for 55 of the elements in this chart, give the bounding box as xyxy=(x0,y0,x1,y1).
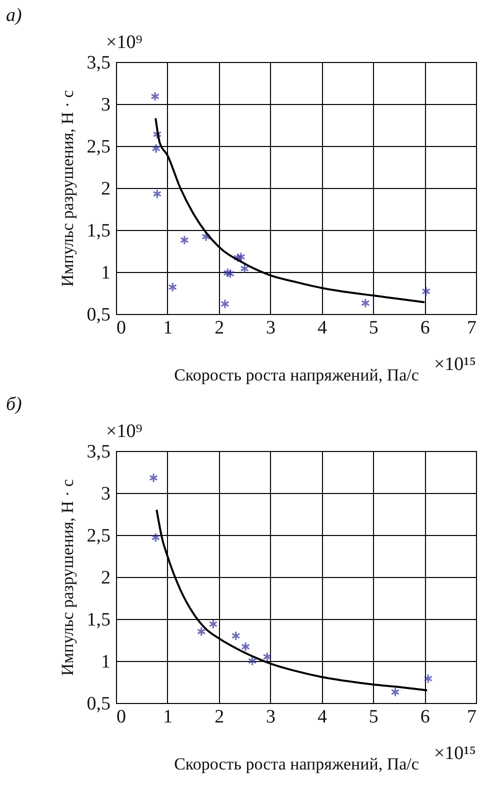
point xyxy=(220,298,230,309)
text: ×10⁹ xyxy=(106,421,143,442)
point xyxy=(236,252,246,262)
x-tick-label: 6 xyxy=(420,318,430,338)
x-tick-label: 4 xyxy=(317,318,328,338)
y-tick-label: 1 xyxy=(101,652,110,672)
point xyxy=(233,252,242,263)
x-tick-label: 1 xyxy=(163,318,173,338)
point xyxy=(180,235,189,246)
y-tick-label: 0,5 xyxy=(86,694,110,714)
point xyxy=(152,144,161,154)
point xyxy=(226,268,235,279)
x-tick-label: 0 xyxy=(116,318,126,338)
y-axis-title: Импульс разрушения, Н · с xyxy=(58,90,77,287)
point xyxy=(152,129,162,140)
y-tick-label: 1 xyxy=(101,262,110,284)
text: ×10¹⁵ xyxy=(434,354,476,375)
chart-title: а) xyxy=(6,5,22,26)
x-tick-label: 5 xyxy=(368,318,378,338)
y-axis-title: Импульс разрушения, Н · с xyxy=(58,478,77,676)
y-tick-label: 2,5 xyxy=(86,526,110,546)
y-tick-label: 2 xyxy=(101,178,110,200)
x-tick-label: 3 xyxy=(266,706,276,728)
x-tick-label: 3 xyxy=(266,318,276,338)
point xyxy=(150,91,160,102)
point xyxy=(202,232,210,242)
y-tick-label: 2,5 xyxy=(86,136,110,158)
point xyxy=(223,268,232,278)
x-tick-label: 2 xyxy=(214,706,224,728)
y-tick-label: 1,5 xyxy=(86,220,110,242)
text: ×10¹⁵ xyxy=(434,743,476,764)
y-tick-label: 3 xyxy=(101,94,110,116)
point xyxy=(422,286,431,296)
x-tick-label: 5 xyxy=(368,706,378,728)
point xyxy=(152,188,162,199)
x-tick-label: 6 xyxy=(420,706,430,728)
text: ×10⁹ xyxy=(106,32,143,53)
chart-title: б) xyxy=(6,394,22,415)
y-tick-label: 3 xyxy=(101,484,110,504)
x-axis-title: Скорость роста напряжений, Па/с xyxy=(174,366,420,384)
x-tick-label: 4 xyxy=(317,706,328,728)
x-tick-label: 2 xyxy=(214,318,224,338)
point xyxy=(360,298,370,308)
x-tick-label: 1 xyxy=(163,706,173,728)
x-tick-label: 0 xyxy=(116,706,126,728)
y-tick-label: 0,5 xyxy=(86,304,110,326)
x-tick-label: 7 xyxy=(467,318,476,338)
x-axis-title: Скорость роста напряжений, Па/с xyxy=(174,754,420,774)
y-tick-label: 2 xyxy=(101,568,110,588)
x-tick-label: 7 xyxy=(467,706,476,728)
y-tick-label: 3,5 xyxy=(86,52,110,74)
y-tick-label: 3,5 xyxy=(86,442,110,462)
point xyxy=(240,264,250,274)
y-tick-label: 1,5 xyxy=(86,610,110,630)
point xyxy=(168,282,178,292)
